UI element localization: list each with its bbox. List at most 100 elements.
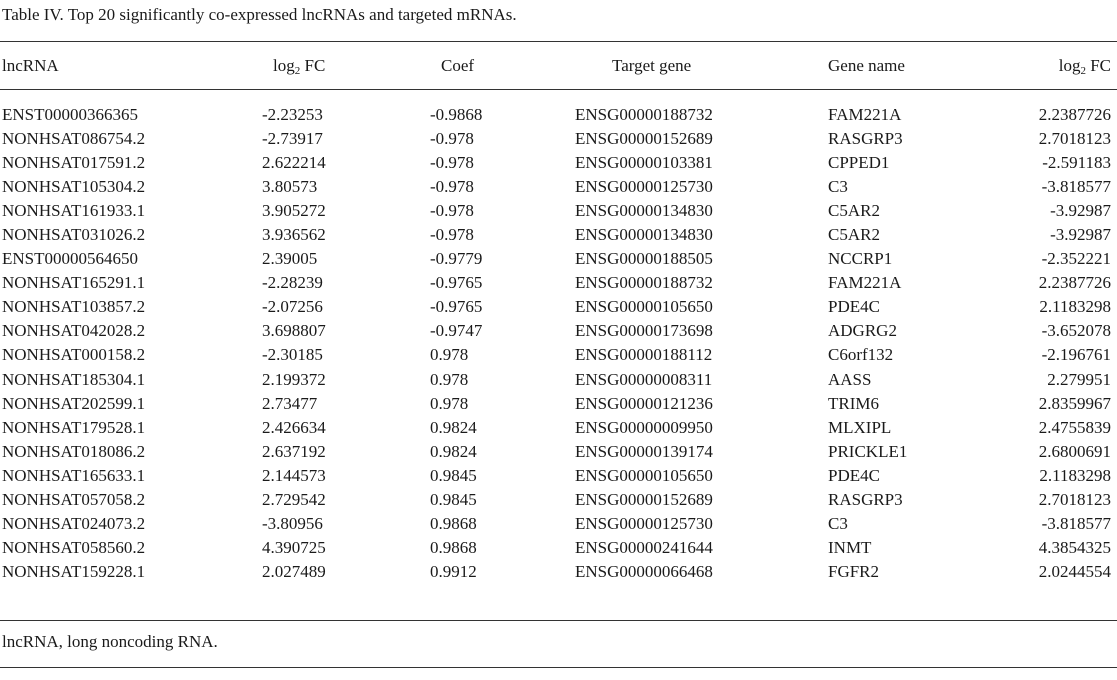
header-lncrna-log2fc: log2 FC (273, 54, 325, 78)
cell-lncrna: NONHSAT165291.1 (2, 273, 146, 293)
cell-target-gene: ENSG00000139174 (575, 441, 713, 461)
table-footnote: lncRNA, long noncoding RNA. (2, 632, 218, 651)
cell-target-gene: ENSG00000188732 (575, 105, 713, 124)
cell-gene-name: FAM221A (828, 273, 902, 293)
cell-gene-log2fc: 2.1183298 (1039, 465, 1111, 485)
cell-gene-log2fc: 2.2387726 (1038, 273, 1111, 293)
table-row: NONHSAT031026.2 3.936562 -0.978 ENSG0000… (0, 223, 1117, 247)
cell-gene-log2fc: -3.818577 (1041, 177, 1111, 197)
cell-gene-name: MLXIPL (828, 417, 892, 437)
cell-coef: -0.978 (430, 153, 474, 173)
cell-gene-name: C3 (828, 177, 848, 197)
cell-coef: -0.9765 (430, 297, 483, 317)
cell-lncrna: NONHSAT024073.2 (2, 513, 146, 533)
cell-target-gene: ENSG00000188505 (575, 249, 713, 269)
cell-target-gene: ENSG00000105650 (575, 297, 713, 317)
header-log-suffix: FC (1085, 56, 1111, 75)
table-row: NONHSAT057058.2 2.729542 0.9845 ENSG0000… (0, 488, 1117, 512)
cell-gene-name: RASGRP3 (828, 129, 903, 149)
table-row: NONHSAT086754.2 -2.73917 -0.978 ENSG0000… (0, 127, 1117, 151)
cell-lncrna-log2fc: 2.622214 (262, 153, 326, 173)
cell-target-gene: ENSG00000121236 (575, 393, 713, 413)
cell-lncrna: NONHSAT017591.2 (2, 153, 146, 173)
cell-lncrna-log2fc: -3.80956 (262, 513, 323, 533)
cell-target-gene: ENSG00000134830 (575, 225, 713, 245)
table-row: NONHSAT185304.1 2.199372 0.978 ENSG00000… (0, 368, 1117, 392)
cell-gene-name: PDE4C (828, 465, 880, 485)
cell-lncrna: NONHSAT031026.2 (2, 225, 146, 245)
table-row: NONHSAT202599.1 2.73477 0.978 ENSG000001… (0, 392, 1117, 416)
header-gene-log2fc: log2 FC (1059, 54, 1111, 78)
cell-gene-log2fc: -2.352221 (1041, 249, 1111, 269)
cell-target-gene: ENSG00000173698 (575, 321, 713, 341)
cell-coef: -0.9868 (430, 105, 483, 124)
table-row: NONHSAT103857.2 -2.07256 -0.9765 ENSG000… (0, 295, 1117, 319)
cell-lncrna-log2fc: 3.80573 (262, 177, 318, 197)
cell-lncrna: NONHSAT042028.2 (2, 321, 146, 341)
cell-lncrna: ENST00000366365 (2, 105, 138, 124)
cell-target-gene: ENSG00000134830 (575, 201, 713, 221)
header-gene-name: Gene name (828, 56, 905, 75)
cell-target-gene: ENSG00000188112 (575, 345, 713, 365)
cell-gene-name: PDE4C (828, 297, 880, 317)
cell-gene-log2fc: -3.92987 (1050, 201, 1111, 221)
cell-lncrna-log2fc: 3.905272 (262, 201, 326, 221)
cell-lncrna: NONHSAT057058.2 (2, 489, 146, 509)
cell-lncrna: NONHSAT105304.2 (2, 177, 146, 197)
cell-gene-name: AASS (828, 369, 872, 389)
cell-lncrna: NONHSAT103857.2 (2, 297, 146, 317)
cell-gene-log2fc: 2.7018123 (1038, 489, 1111, 509)
cell-gene-name: PRICKLE1 (828, 441, 908, 461)
cell-gene-log2fc: 2.8359967 (1038, 393, 1111, 413)
cell-coef: -0.978 (430, 129, 474, 149)
cell-target-gene: ENSG00000188732 (575, 273, 713, 293)
cell-gene-log2fc: -3.818577 (1041, 513, 1111, 533)
cell-lncrna-log2fc: -2.30185 (262, 345, 323, 365)
cell-lncrna: ENST00000564650 (2, 249, 138, 269)
cell-coef: 0.9868 (430, 537, 477, 557)
cell-gene-name: C3 (828, 513, 848, 533)
table-caption: Table IV. Top 20 significantly co-expres… (2, 5, 517, 24)
header-log-prefix: log (273, 56, 295, 75)
header-log-subscript: 2 (294, 65, 301, 77)
cell-target-gene: ENSG00000066468 (575, 561, 713, 581)
table-row: NONHSAT017591.2 2.622214 -0.978 ENSG0000… (0, 151, 1117, 175)
cell-lncrna: NONHSAT165633.1 (2, 465, 146, 485)
cell-coef: 0.978 (430, 369, 469, 389)
cell-coef: -0.978 (430, 225, 474, 245)
cell-target-gene: ENSG00000125730 (575, 513, 713, 533)
cell-gene-log2fc: 4.3854325 (1038, 537, 1111, 557)
cell-target-gene: ENSG00000125730 (575, 177, 713, 197)
table-header-row: lncRNA log2 FC Coef Target gene Gene nam… (0, 54, 1117, 78)
cell-lncrna-log2fc: 2.027489 (262, 561, 326, 581)
cell-gene-name: RASGRP3 (828, 489, 903, 509)
header-log-suffix: FC (300, 56, 326, 75)
cell-lncrna-log2fc: 2.73477 (262, 393, 318, 413)
cell-coef: 0.9824 (430, 441, 477, 461)
bottom-rule (0, 620, 1117, 621)
cell-lncrna-log2fc: 2.637192 (262, 441, 326, 461)
header-rule (0, 89, 1117, 90)
cell-coef: 0.978 (430, 345, 469, 365)
cell-gene-log2fc: -3.652078 (1041, 321, 1111, 341)
cell-coef: 0.9845 (430, 489, 477, 509)
cell-coef: 0.9868 (430, 513, 477, 533)
cell-coef: -0.9747 (430, 321, 483, 341)
header-coef: Coef (441, 56, 475, 75)
cell-lncrna: NONHSAT202599.1 (2, 393, 146, 413)
cell-gene-name: TRIM6 (828, 393, 879, 413)
cell-lncrna: NONHSAT179528.1 (2, 417, 146, 437)
cell-coef: -0.978 (430, 201, 474, 221)
table-row: NONHSAT058560.2 4.390725 0.9868 ENSG0000… (0, 536, 1117, 560)
cell-lncrna-log2fc: 2.729542 (262, 489, 326, 509)
cell-lncrna-log2fc: 2.426634 (262, 417, 326, 437)
header-log-prefix: log (1058, 56, 1081, 75)
table-body: ENST00000366365 -2.23253 -0.9868 ENSG000… (0, 103, 1117, 584)
cell-gene-name: C5AR2 (828, 225, 880, 245)
cell-coef: 0.978 (430, 393, 469, 413)
top-rule (0, 41, 1117, 42)
cell-coef: 0.9845 (430, 465, 477, 485)
cell-gene-name: CPPED1 (828, 153, 890, 173)
table-row: NONHSAT161933.1 3.905272 -0.978 ENSG0000… (0, 199, 1117, 223)
header-target-gene: Target gene (612, 56, 692, 75)
